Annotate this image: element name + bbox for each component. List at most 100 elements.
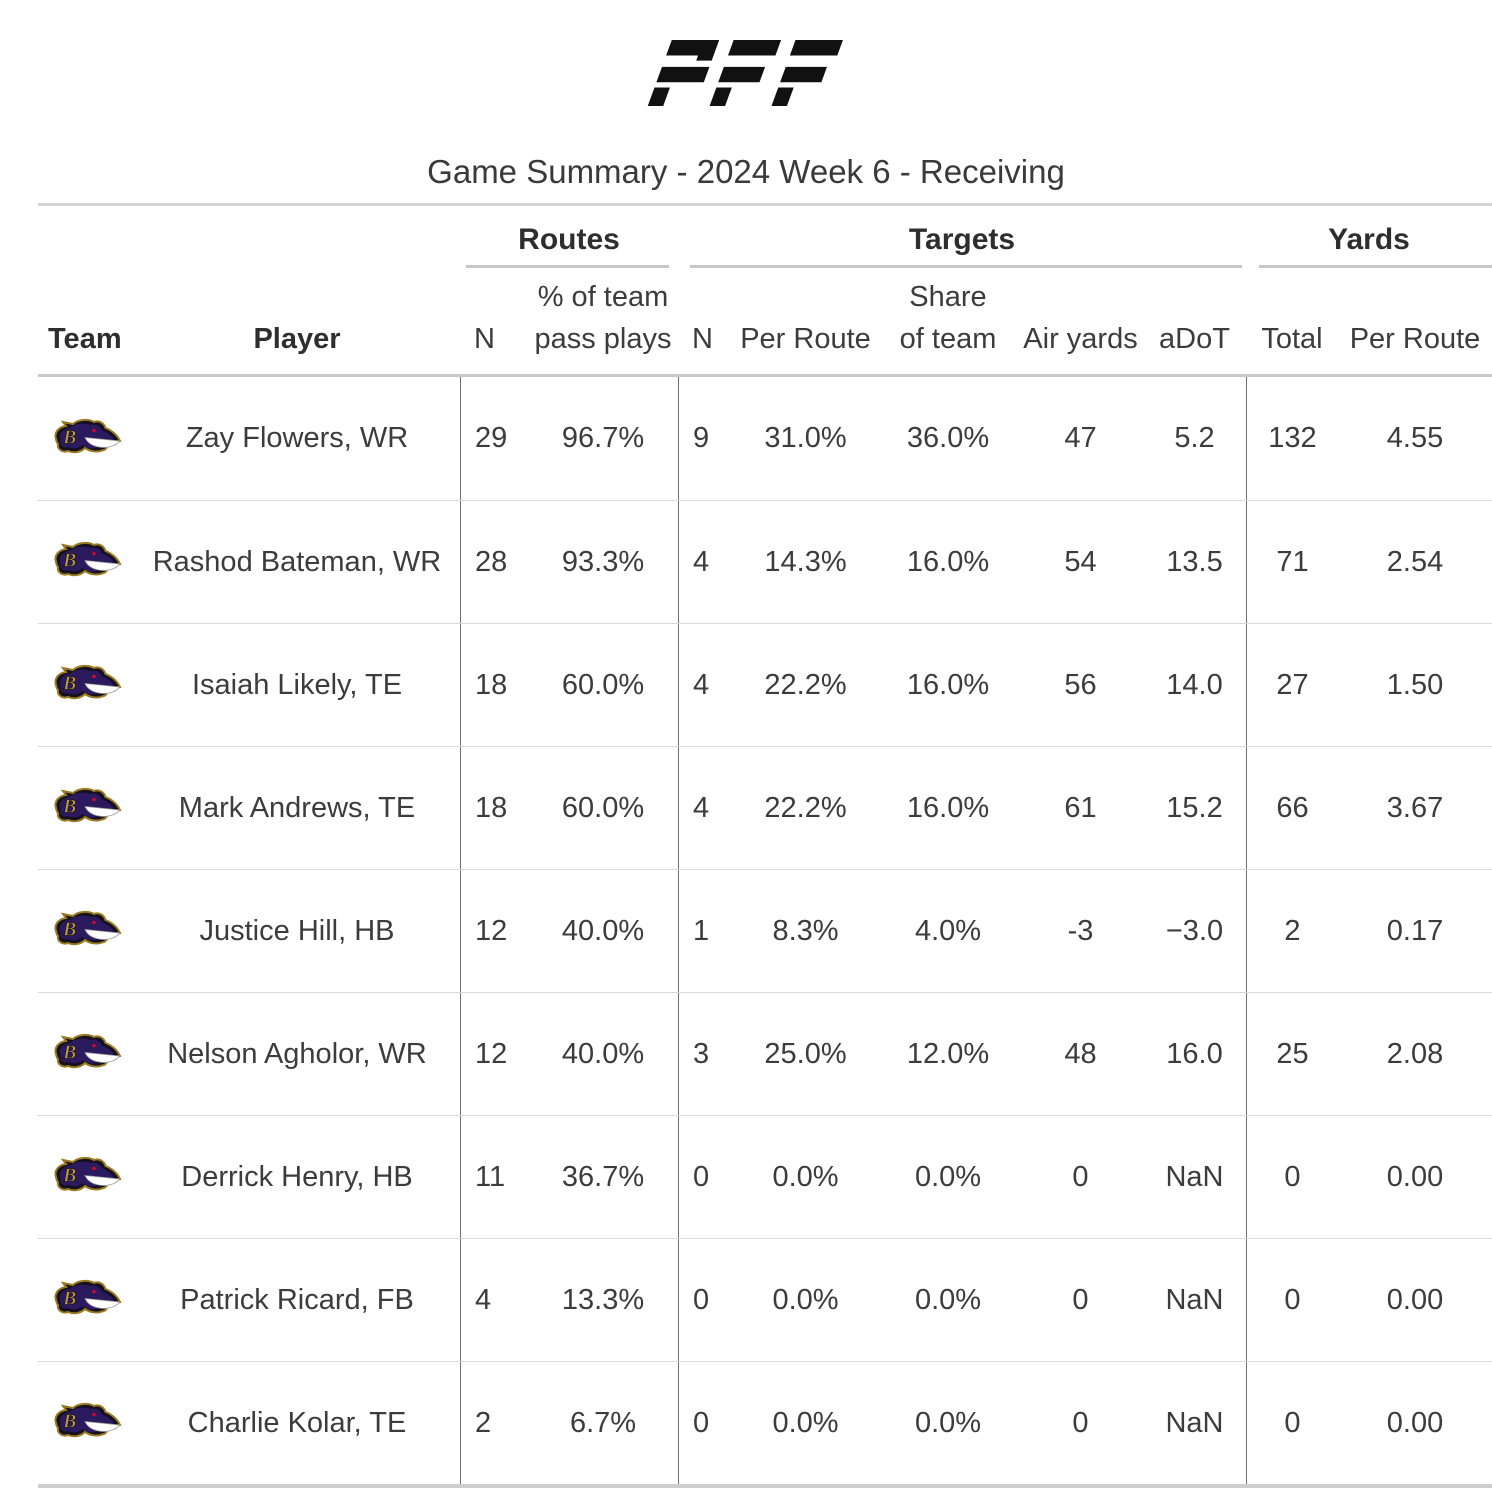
header-yards-total: Total [1261,323,1323,355]
air-yards-value: 47 [1064,422,1097,454]
table-row: Justice Hill, HB 12 40.0% 1 8.3% 4.0% -3… [38,869,1492,992]
table-row: Patrick Ricard, FB 4 13.3% 0 0.0% 0.0% 0… [38,1238,1492,1361]
player-name: Nelson Agholor, WR [167,1037,427,1070]
targets-n-value: 0 [678,1362,733,1484]
header [0,0,1492,108]
team-logo-cell [38,1239,134,1361]
yards-per-route-value: 0.00 [1386,1283,1444,1316]
ravens-logo-icon [54,1156,121,1192]
group-targets-underline [690,265,1242,268]
ravens-logo-icon [54,1033,121,1069]
team-logo-cell [38,1362,134,1484]
yards-per-route-value: 0.00 [1386,1406,1444,1439]
routes-pct-value: 60.0% [561,791,645,824]
team-logo-cell [38,377,134,500]
routes-n-value: 12 [460,993,528,1115]
table-row: Isaiah Likely, TE 18 60.0% 4 22.2% 16.0%… [38,623,1492,746]
yards-per-route-value: 0.00 [1386,1160,1444,1193]
yards-total-value: 0 [1246,1116,1338,1238]
team-logo-cell [38,1116,134,1238]
table-row: Charlie Kolar, TE 2 6.7% 0 0.0% 0.0% 0 N… [38,1361,1492,1484]
table-row: Zay Flowers, WR 29 96.7% 9 31.0% 36.0% 4… [38,377,1492,500]
receiving-table: Routes Targets Yards Team Player N % of … [38,206,1492,1488]
routes-n-value: 12 [460,870,528,992]
targets-per-route-value: 14.3% [764,545,847,578]
ravens-logo-icon [54,418,121,453]
routes-pct-value: 60.0% [561,668,645,701]
targets-per-route-value: 22.2% [764,791,847,824]
yards-per-route-value: 2.54 [1386,545,1444,578]
targets-share-value: 0.0% [914,1160,982,1193]
targets-n-value: 4 [678,624,733,746]
targets-n-value: 3 [678,993,733,1115]
page-title: Game Summary - 2024 Week 6 - Receiving [427,153,1065,190]
group-spacer [38,206,460,268]
air-yards-value: 0 [1072,1406,1089,1439]
adot-value: 15.2 [1166,791,1223,824]
player-name: Charlie Kolar, TE [187,1406,407,1439]
targets-per-route-value: 0.0% [772,1283,839,1316]
targets-share-value: 16.0% [906,668,990,701]
player-name: Isaiah Likely, TE [191,668,403,701]
targets-n-value: 1 [678,870,733,992]
table-header: Routes Targets Yards Team Player N % of … [38,206,1492,377]
air-yards-value: 0 [1072,1160,1089,1193]
targets-per-route-value: 22.2% [764,668,847,701]
yards-total-value: 0 [1246,1239,1338,1361]
targets-n-value: 4 [678,501,733,623]
targets-n-value: 0 [678,1116,733,1238]
pff-logo-icon [647,40,843,106]
yards-total-value: 2 [1246,870,1338,992]
routes-pct-value: 40.0% [561,914,645,947]
player-name: Zay Flowers, WR [185,422,409,454]
ravens-logo-icon [54,541,121,577]
title-divider [38,203,1492,206]
air-yards-value: 48 [1064,1037,1097,1070]
adot-value: 5.2 [1174,422,1215,454]
adot-value: NaN [1165,1283,1224,1316]
routes-n-value: 2 [460,1362,528,1484]
header-air-yards: Air yards [1023,323,1138,355]
routes-n-value: 18 [460,624,528,746]
header-player: Player [253,323,341,355]
targets-n-value: 4 [678,747,733,869]
header-team: Team [48,323,122,355]
yards-total-value: 66 [1246,747,1338,869]
targets-share-value: 0.0% [914,1283,982,1316]
yards-per-route-value: 3.67 [1386,791,1444,824]
routes-n-value: 4 [460,1239,528,1361]
targets-per-route-value: 0.0% [772,1406,839,1439]
header-adot: aDoT [1159,323,1230,355]
routes-n-value: 29 [460,377,528,500]
air-yards-value: 54 [1064,545,1097,578]
targets-share-value: 36.0% [906,422,990,454]
routes-pct-value: 13.3% [561,1283,645,1316]
routes-n-value: 28 [460,501,528,623]
player-name: Patrick Ricard, FB [180,1283,414,1316]
group-targets-label: Targets [908,223,1016,256]
routes-pct-value: 96.7% [561,422,645,454]
routes-n-value: 11 [460,1116,528,1238]
targets-n-value: 0 [678,1239,733,1361]
adot-value: NaN [1165,1406,1224,1439]
routes-pct-value: 36.7% [561,1160,645,1193]
header-yards-per-route: Per Route [1349,323,1481,355]
yards-per-route-value: 2.08 [1386,1037,1444,1070]
yards-per-route-value: 0.17 [1386,914,1444,947]
team-logo-cell [38,624,134,746]
yards-total-value: 0 [1246,1362,1338,1484]
header-routes-pct: % of team pass plays [534,281,672,355]
yards-total-value: 25 [1246,993,1338,1115]
adot-value: NaN [1165,1160,1224,1193]
targets-per-route-value: 0.0% [772,1160,839,1193]
table-row: Mark Andrews, TE 18 60.0% 4 22.2% 16.0% … [38,746,1492,869]
air-yards-value: 61 [1064,791,1097,824]
header-targets-share: Share of team [899,281,997,355]
targets-per-route-value: 31.0% [764,422,847,454]
ravens-logo-icon [54,1402,121,1438]
column-header-row: Team Player N % of team pass plays N Per… [38,268,1492,374]
column-group-row: Routes Targets Yards [38,206,1492,268]
air-yards-value: 0 [1072,1283,1089,1316]
group-yards: Yards [1246,206,1492,268]
